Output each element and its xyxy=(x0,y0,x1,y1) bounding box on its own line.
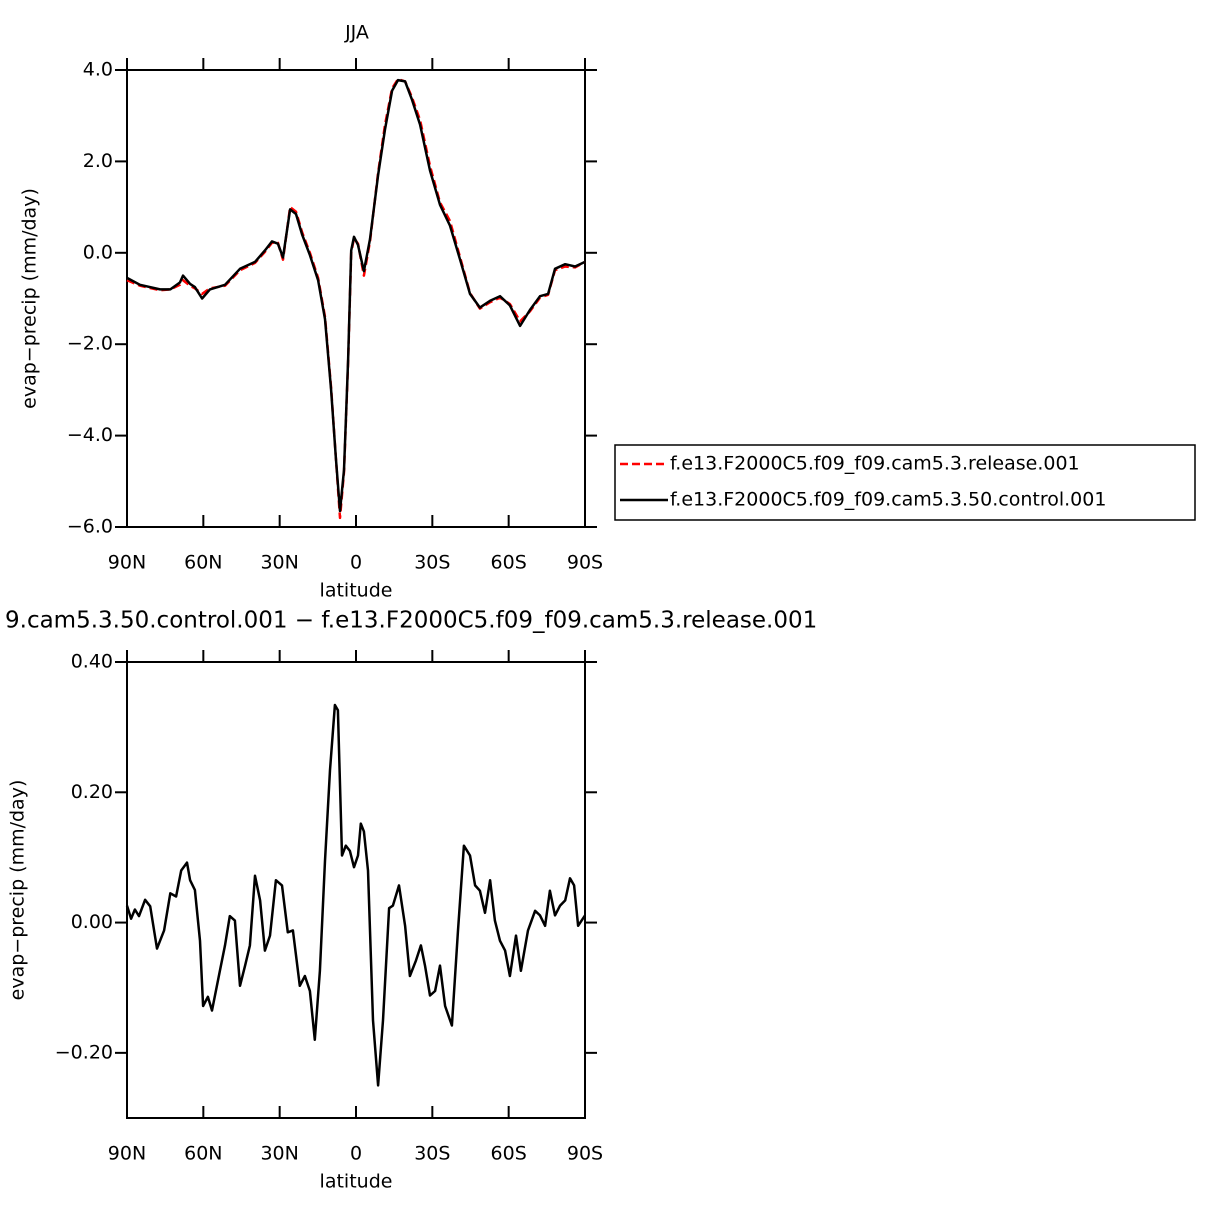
x-tick-label: 90N xyxy=(108,552,146,574)
y-tick-label: −0.20 xyxy=(55,1041,113,1063)
y-tick-label: 0.00 xyxy=(71,911,113,933)
plot-frame xyxy=(126,69,586,528)
y-tick-label: −2.0 xyxy=(67,333,113,355)
series-line xyxy=(126,78,586,513)
y-tick-label: 0.40 xyxy=(71,651,113,673)
series-line xyxy=(126,77,586,520)
plot-frame xyxy=(126,661,586,1119)
chart-title: JJA xyxy=(344,22,369,44)
x-tick-label: 90S xyxy=(567,1143,603,1165)
x-tick-label: 90S xyxy=(567,552,603,574)
x-tick-label: 30S xyxy=(414,1143,450,1165)
series-line xyxy=(125,703,587,1087)
legend-box xyxy=(614,444,1196,521)
x-tick-label: 60S xyxy=(491,552,527,574)
x-axis-label: latitude xyxy=(320,1171,393,1193)
x-tick-label: 60S xyxy=(491,1143,527,1165)
x-axis-label: latitude xyxy=(320,580,393,602)
chart-title: 9.cam5.3.50.control.001 − f.e13.F2000C5.… xyxy=(5,608,817,634)
x-tick-label: 0 xyxy=(350,1143,362,1165)
y-tick-label: 2.0 xyxy=(83,150,113,172)
y-tick-label: 4.0 xyxy=(83,59,113,81)
y-tick-label: 0.20 xyxy=(71,781,113,803)
legend-label: f.e13.F2000C5.f09_f09.cam5.3.50.control.… xyxy=(670,489,1106,511)
x-tick-label: 30S xyxy=(414,552,450,574)
y-tick-label: −6.0 xyxy=(67,516,113,538)
y-axis-label: evap−precip (mm/day) xyxy=(7,780,29,1001)
legend-label: f.e13.F2000C5.f09_f09.cam5.3.release.001 xyxy=(670,453,1080,475)
x-tick-label: 60N xyxy=(184,1143,222,1165)
x-tick-label: 30N xyxy=(260,1143,298,1165)
x-tick-label: 90N xyxy=(108,1143,146,1165)
y-tick-label: −4.0 xyxy=(67,424,113,446)
x-tick-label: 30N xyxy=(260,552,298,574)
x-tick-label: 60N xyxy=(184,552,222,574)
x-tick-label: 0 xyxy=(350,552,362,574)
y-axis-label: evap−precip (mm/day) xyxy=(19,188,41,409)
y-tick-label: 0.0 xyxy=(83,241,113,263)
